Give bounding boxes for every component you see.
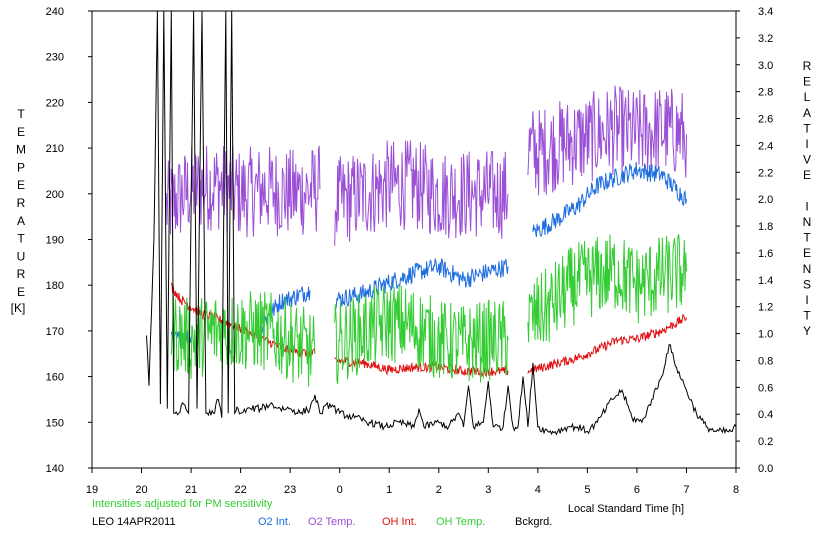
right-tick-label: 1.0 [758,329,773,341]
x-tick-label: 4 [535,484,541,496]
left-tick-label: 150 [46,417,64,429]
right-tick-label: 3.4 [758,6,773,18]
right-axis-label-letter: N [803,262,812,276]
right-tick-label: 2.2 [758,167,773,179]
right-axis-label-letter: Y [803,324,811,338]
left-axis-label-letter: R [17,196,26,210]
right-tick-label: 2.8 [758,87,773,99]
series-line-oh-int [527,313,687,375]
right-axis-label-letter: L [804,90,811,104]
x-tick-label: 1 [386,484,392,496]
right-axis-label-letter: R [803,59,812,73]
right-axis-label-letter: I [805,199,808,213]
left-axis-label-letter: E [17,178,25,192]
right-tick-label: 0.8 [758,355,773,367]
right-axis-label-letter: T [803,309,811,323]
left-tick-label: 190 [46,235,64,247]
right-axis-label-letter: T [803,121,811,135]
note-text: Intensities adjusted for PM sensitivity [92,498,273,510]
legend-item: OH Int. [382,516,417,528]
series-line-o2-temp [165,145,321,238]
left-axis-label-letter: M [16,143,26,157]
right-tick-label: 2.0 [758,194,773,206]
left-axis-label-letter: T [17,107,25,121]
series-line-o2-temp [334,140,509,246]
right-tick-label: 1.6 [758,248,773,260]
left-axis-label-letter: R [17,267,26,281]
right-tick-label: 0.6 [758,382,773,394]
right-axis-label-letter: E [803,246,811,260]
x-tick-label: 8 [733,484,739,496]
x-tick-label: 21 [185,484,197,496]
x-tick-label: 6 [634,484,640,496]
left-axis-label-letter: E [17,285,25,299]
right-axis-label-letter: V [803,153,811,167]
series-line-oh-temp [170,291,316,387]
right-tick-label: 1.2 [758,302,773,314]
left-tick-label: 180 [46,280,64,292]
left-axis-label-letter: P [17,160,25,174]
left-tick-label: 170 [46,326,64,338]
series-line-o2-int [532,161,687,237]
station-label: LEO 14APR2011 [92,516,176,528]
x-tick-label: 5 [584,484,590,496]
right-axis-label-letter: A [803,106,811,120]
left-axis-label-letter: A [17,214,25,228]
legend-item: Bckgrd. [515,516,552,528]
left-tick-label: 160 [46,372,64,384]
right-tick-label: 2.4 [758,140,773,152]
right-tick-label: 3.0 [758,60,773,72]
left-tick-label: 230 [46,52,64,64]
series-line-o2-temp [527,85,687,196]
right-axis-label-letter: S [803,277,811,291]
right-tick-label: 2.6 [758,114,773,126]
right-tick-label: 0.2 [758,436,773,448]
right-axis-label-letter: T [803,231,811,245]
left-axis-unit: [K] [11,301,26,315]
right-axis-label-letter: I [805,137,808,151]
x-axis-label: Local Standard Time [h] [568,503,684,515]
series-line-bckgrd [146,11,736,436]
series-line-oh-temp [334,285,509,385]
legend-item: O2 Temp. [308,516,356,528]
right-tick-label: 0.0 [758,463,773,475]
right-tick-label: 0.4 [758,409,773,421]
legend-item: O2 Int. [258,516,291,528]
left-tick-label: 210 [46,143,64,155]
right-tick-label: 1.8 [758,221,773,233]
x-tick-label: 20 [135,484,147,496]
left-axis-label-letter: U [17,249,26,263]
right-tick-label: 1.4 [758,275,773,287]
series-line-o2-int [334,258,509,310]
left-tick-label: 240 [46,6,64,18]
series-line-oh-int [334,356,509,378]
x-tick-label: 0 [337,484,343,496]
right-axis-label-letter: I [805,293,808,307]
x-tick-label: 23 [284,484,296,496]
left-axis-label-letter: E [17,125,25,139]
left-tick-label: 140 [46,463,64,475]
series-line-oh-temp [527,234,687,343]
x-tick-label: 22 [234,484,246,496]
left-tick-label: 200 [46,189,64,201]
right-tick-label: 3.2 [758,33,773,45]
right-axis-label-letter: N [803,215,812,229]
right-axis-label-letter: E [803,75,811,89]
x-tick-label: 19 [86,484,98,496]
right-axis-label-letter: E [803,168,811,182]
left-tick-label: 220 [46,97,64,109]
x-tick-label: 7 [683,484,689,496]
x-tick-label: 3 [485,484,491,496]
legend-item: OH Temp. [436,516,485,528]
left-axis-label-letter: T [17,232,25,246]
x-tick-label: 2 [436,484,442,496]
